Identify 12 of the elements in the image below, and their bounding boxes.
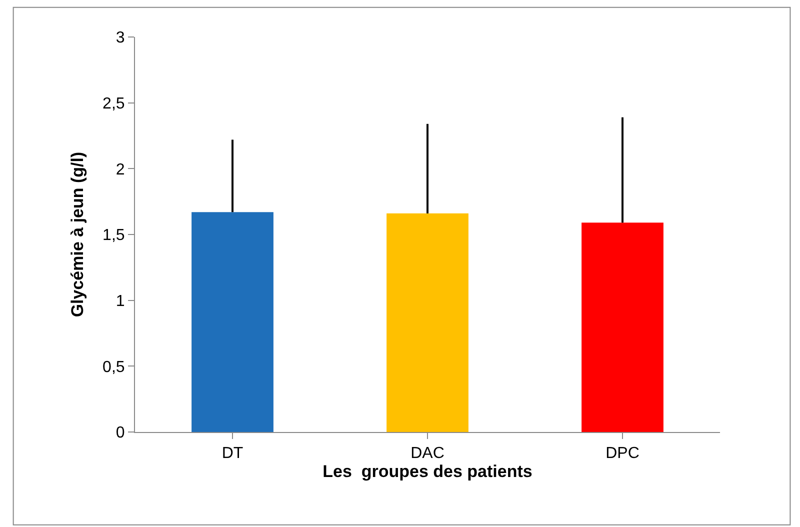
x-axis-title: Les groupes des patients bbox=[322, 462, 532, 482]
y-tick-label: 1 bbox=[116, 292, 125, 310]
x-tick-label: DPC bbox=[606, 445, 640, 462]
y-tick-label: 0 bbox=[116, 424, 125, 442]
y-tick-label: 0,5 bbox=[102, 358, 125, 376]
y-tick-label: 3 bbox=[116, 30, 125, 47]
y-axis-title: Glycémie à jeun (g/l) bbox=[68, 152, 88, 318]
y-tick-label: 2,5 bbox=[102, 95, 125, 112]
x-tick-label: DT bbox=[222, 445, 244, 462]
y-tick-label: 1,5 bbox=[102, 227, 125, 244]
y-tick-label: 2 bbox=[116, 161, 125, 178]
x-tick-label: DAC bbox=[410, 445, 444, 462]
